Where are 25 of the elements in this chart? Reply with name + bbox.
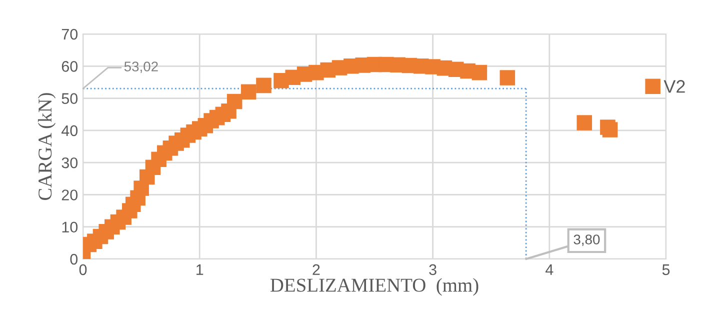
y-tick-label: 60: [62, 61, 78, 72]
point: [472, 64, 488, 80]
point: [226, 94, 242, 110]
x-tick-label: 0: [79, 264, 87, 276]
point: [256, 78, 272, 94]
y-tick-label: 10: [62, 222, 78, 233]
x-axis-title: DESLIZAMIENTO (mm): [270, 278, 478, 296]
y-axis-title: CARGA (kN): [38, 93, 56, 200]
x-tick-label: 3: [429, 264, 436, 276]
y-tick-label: 0: [70, 254, 78, 265]
point: [576, 115, 592, 130]
x-tick-label: 4: [546, 264, 554, 275]
y-tick-label: 70: [62, 28, 78, 40]
y-tick-label: 20: [62, 190, 78, 200]
x-tick-label: 5: [662, 264, 670, 276]
legend-label: V2: [664, 80, 685, 93]
y-tick-label: 50: [62, 93, 78, 104]
point: [240, 84, 256, 100]
x-tick-label: 2: [312, 264, 320, 275]
point: [500, 70, 516, 86]
y-tick-label: 30: [62, 157, 78, 168]
ref-line-label: 53,02: [124, 62, 158, 74]
ref-line-label: 3,80: [574, 234, 600, 246]
x-tick-label: 1: [196, 264, 204, 275]
y-tick-label: 40: [62, 125, 78, 136]
